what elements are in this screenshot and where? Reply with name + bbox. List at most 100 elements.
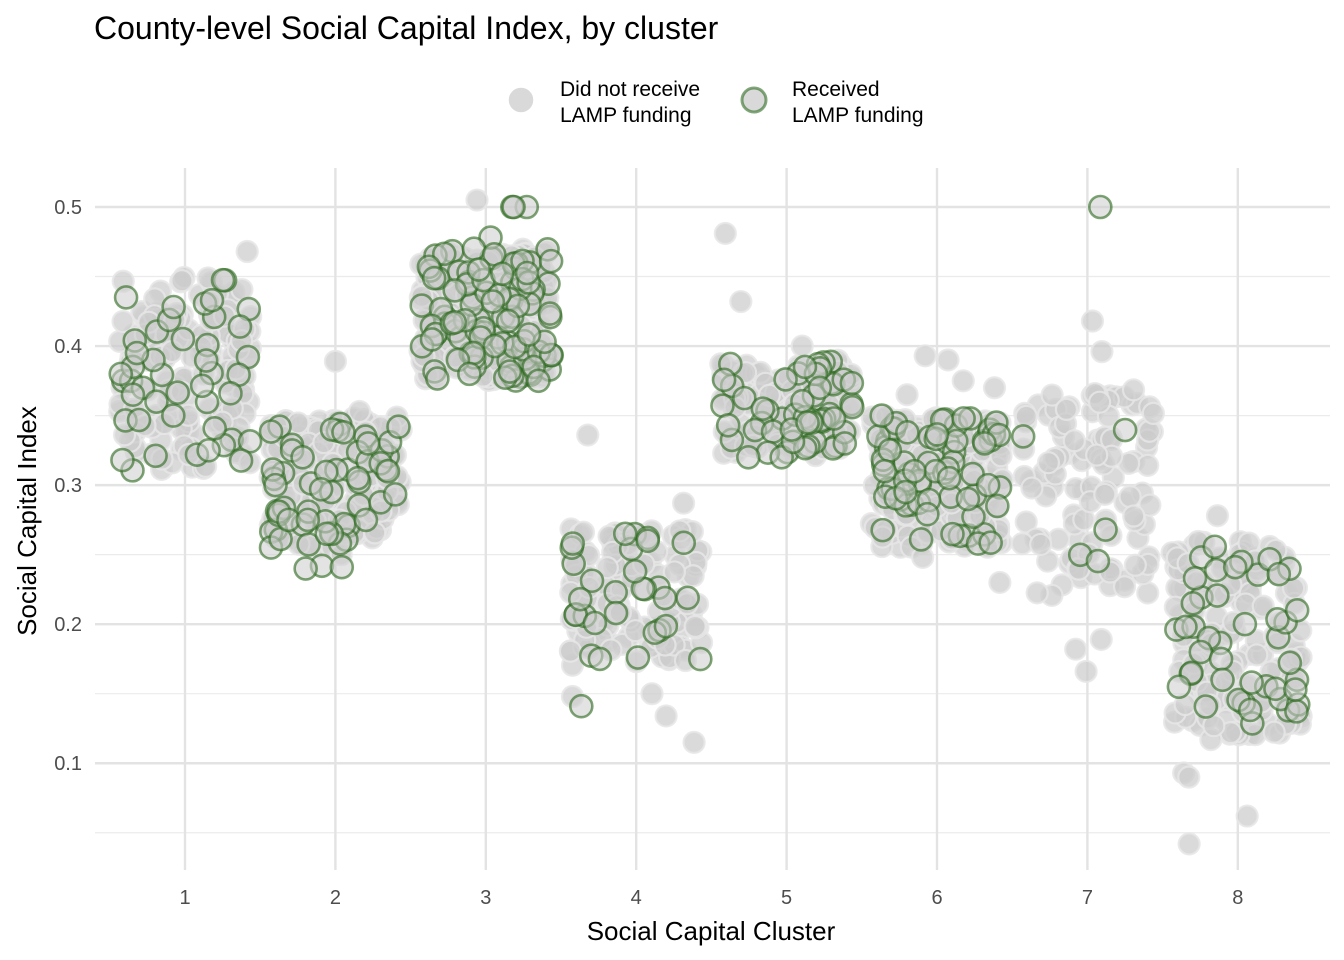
data-point-received: [126, 407, 152, 433]
data-point-received: [124, 340, 150, 366]
data-point-received: [1166, 674, 1192, 700]
data-point-received: [1208, 646, 1234, 672]
data-point-received: [461, 236, 487, 262]
data-point-received: [1222, 554, 1248, 580]
data-point-not-received: [1025, 581, 1049, 605]
data-point-received: [382, 482, 408, 507]
legend-label-received-line2: LAMP funding: [792, 104, 924, 127]
data-point-not-received: [576, 423, 600, 447]
data-point-received: [263, 472, 288, 498]
data-point-received: [538, 248, 564, 274]
data-point-received: [1232, 611, 1258, 637]
data-point-not-received: [682, 730, 706, 754]
data-point-received: [870, 517, 895, 543]
data-point-not-received: [1205, 504, 1230, 528]
data-point-received: [161, 403, 186, 428]
x-tick-label: 2: [330, 887, 341, 909]
data-point-received: [603, 600, 629, 626]
data-point-received: [442, 309, 468, 335]
data-point-received: [193, 348, 219, 373]
data-point-received: [1277, 650, 1303, 676]
data-point-not-received: [1262, 720, 1286, 744]
data-point-received: [113, 285, 139, 310]
data-point-not-received: [951, 369, 975, 393]
data-point-received: [1265, 607, 1290, 632]
data-point-received: [516, 322, 542, 347]
data-point-received: [1085, 548, 1111, 574]
data-point-received: [161, 294, 186, 320]
data-point-received: [688, 646, 713, 672]
data-point-not-received: [681, 564, 705, 588]
data-point-received: [1239, 670, 1264, 695]
data-point-received: [832, 431, 858, 456]
data-point-not-received: [1080, 309, 1105, 333]
data-point-not-received: [1074, 659, 1098, 684]
data-point-received: [480, 289, 506, 314]
legend-symbol-not-received: [508, 87, 534, 113]
data-point-not-received: [672, 491, 696, 515]
data-point-not-received: [790, 334, 814, 358]
data-point-received: [296, 532, 321, 557]
data-point-received: [170, 326, 196, 352]
data-point-received: [652, 585, 678, 611]
data-point-not-received: [1118, 485, 1142, 509]
data-point-received: [353, 507, 379, 533]
data-point-not-received: [1040, 383, 1064, 407]
data-point-received: [290, 445, 315, 470]
data-point-received: [1173, 614, 1198, 640]
y-tick-label: 0.5: [54, 197, 82, 219]
data-point-received: [902, 458, 927, 484]
data-point-not-received: [1020, 476, 1044, 500]
y-axis-ticks: 0.1 0.2 0.3 0.4 0.5: [54, 197, 82, 775]
legend: Did not receive LAMP funding Received LA…: [508, 78, 924, 127]
data-point-received: [671, 530, 697, 556]
data-point-received: [567, 586, 593, 612]
data-point-not-received: [982, 376, 1007, 400]
data-point-not-received: [323, 349, 348, 373]
data-point-not-received: [170, 269, 194, 293]
data-point-received: [625, 645, 651, 670]
data-point-received: [196, 438, 221, 463]
data-point-received: [675, 585, 700, 611]
x-tick-label: 4: [631, 887, 642, 909]
data-point-received: [568, 693, 594, 719]
data-point-received: [1010, 424, 1036, 449]
data-point-received: [924, 422, 950, 447]
y-tick-label: 0.1: [54, 753, 82, 775]
data-point-received: [975, 472, 1001, 498]
data-point-not-received: [1245, 643, 1269, 667]
data-point-received: [501, 194, 526, 220]
data-point-not-received: [1121, 378, 1146, 402]
data-point-received: [421, 265, 447, 291]
data-point-received: [1283, 677, 1308, 702]
data-point-received: [869, 403, 894, 428]
data-point-not-received: [1087, 390, 1112, 414]
legend-symbol-received: [740, 86, 768, 114]
data-point-not-received: [936, 348, 960, 372]
data-point-not-received: [1036, 451, 1061, 475]
data-point-received: [821, 406, 847, 431]
data-point-not-received: [1141, 401, 1165, 425]
y-axis-title: Social Capital Index: [12, 406, 42, 636]
data-point-received: [587, 646, 613, 672]
legend-label-not-received-line1: Did not receive: [560, 78, 700, 101]
chart-title: County-level Social Capital Index, by cl…: [94, 10, 719, 46]
data-point-not-received: [662, 560, 687, 584]
data-point-received: [442, 278, 468, 303]
data-point-received: [457, 361, 482, 387]
data-point-not-received: [1089, 627, 1113, 652]
data-point-not-received: [1235, 804, 1259, 828]
data-point-received: [425, 366, 450, 391]
data-point-received: [345, 465, 371, 491]
data-point-received: [1193, 694, 1219, 719]
data-point-received: [893, 479, 918, 505]
data-point-received: [1266, 561, 1292, 587]
x-axis-title: Social Capital Cluster: [587, 916, 836, 946]
data-point-received: [202, 415, 227, 441]
data-point-received: [108, 361, 134, 387]
y-tick-label: 0.2: [54, 614, 82, 636]
data-point-not-received: [465, 188, 489, 212]
data-point-not-received: [895, 383, 919, 407]
data-point-received: [258, 419, 284, 444]
data-point-not-received: [1122, 504, 1146, 528]
